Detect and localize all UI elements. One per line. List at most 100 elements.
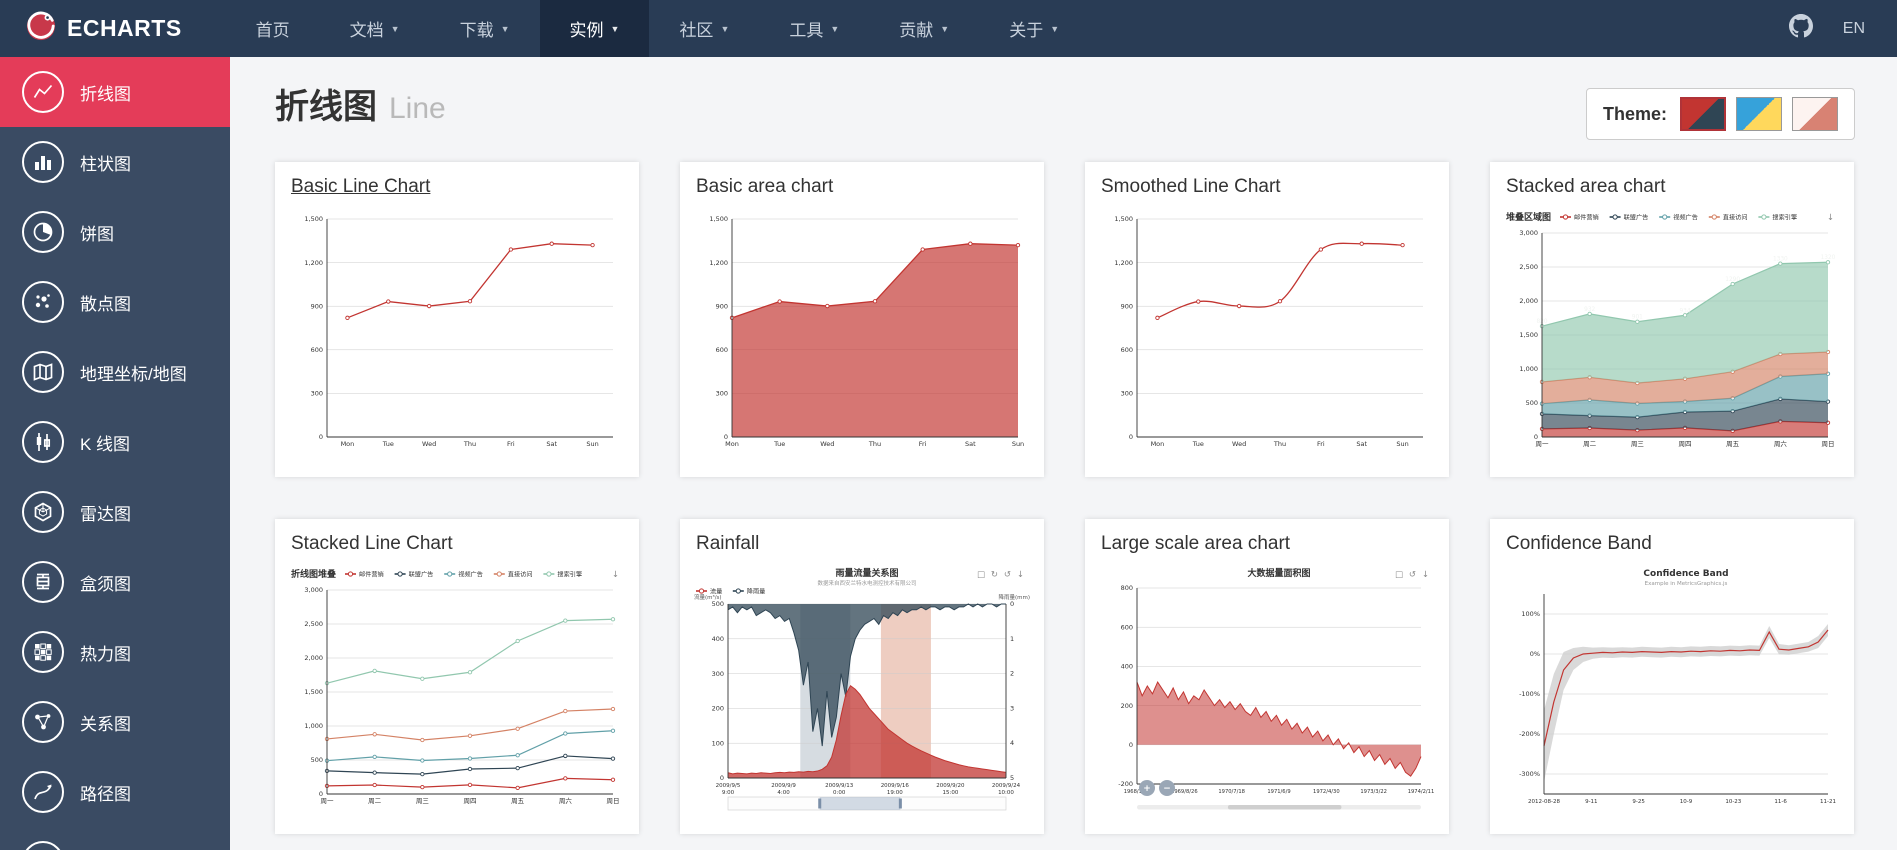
chevron-down-icon: ▼ <box>610 23 620 34</box>
chevron-down-icon: ▼ <box>390 23 400 34</box>
sidebar-item-candlestick[interactable]: K 线图 <box>0 407 230 477</box>
echarts-logo-text: ECHARTS <box>67 15 182 41</box>
svg-text:Tue: Tue <box>1192 440 1204 448</box>
svg-text:500: 500 <box>1526 399 1538 407</box>
svg-text:直接访问: 直接访问 <box>1723 213 1748 221</box>
svg-text:0: 0 <box>1010 600 1014 608</box>
example-card-basic-line-chart[interactable]: Basic Line Chart 0 300 600 900 1,200 1,500 Mon T… <box>275 162 639 477</box>
svg-text:周五: 周五 <box>1726 440 1740 448</box>
example-link-basic-area-chart[interactable]: Basic area chart <box>696 176 834 197</box>
nav-item-contribute[interactable]: 贡献 ▼ <box>869 0 979 57</box>
svg-text:周五: 周五 <box>511 797 525 805</box>
nav-item-community[interactable]: 社区 ▼ <box>649 0 759 57</box>
chevron-down-icon: ▼ <box>720 23 730 34</box>
svg-text:1,000: 1,000 <box>1519 365 1538 373</box>
chart-thumbnail-basic-area-chart[interactable]: 0 300 600 900 1,200 1,500 Mon Tue Wed Thu Fri Sat Su… <box>692 207 1032 457</box>
svg-text:Mon: Mon <box>1151 440 1165 448</box>
svg-text:Sat: Sat <box>965 440 976 448</box>
sidebar-item-label: 柱状图 <box>80 154 131 174</box>
chart-thumbnail-smoothed-line-chart[interactable]: 0 300 600 900 1,200 1,500 Mon Tue Wed Thu Fri Sat Su… <box>1097 207 1437 457</box>
svg-text:Sun: Sun <box>1012 440 1024 448</box>
sidebar-item-boxplot[interactable]: 盒须图 <box>0 547 230 617</box>
scatter-chart-icon <box>22 281 64 323</box>
svg-text:1969/8/26: 1969/8/26 <box>1171 789 1198 795</box>
svg-text:1,500: 1,500 <box>1114 215 1133 223</box>
sidebar-item-scatter[interactable]: 散点图 <box>0 267 230 337</box>
example-link-stacked-line-chart[interactable]: Stacked Line Chart <box>291 533 453 554</box>
nav-item-download[interactable]: 下载 ▼ <box>430 0 540 57</box>
svg-text:↻: ↻ <box>991 570 998 580</box>
example-card-confidence-band[interactable]: Confidence Band 100% 0% -100% -200% -300% 2012… <box>1490 519 1854 834</box>
svg-text:600: 600 <box>1121 623 1133 631</box>
svg-text:↺: ↺ <box>1409 570 1416 580</box>
sidebar-item-line[interactable]: 折线图 <box>0 57 230 127</box>
example-link-large-scale-area-chart[interactable]: Large scale area chart <box>1101 533 1291 554</box>
svg-text:Example in MetricsGraphics.js: Example in MetricsGraphics.js <box>1645 581 1728 587</box>
sidebar-item-graph[interactable]: 关系图 <box>0 687 230 757</box>
svg-text:Wed: Wed <box>820 440 834 448</box>
nav-item-label: 下载 <box>459 21 494 40</box>
example-link-smoothed-line-chart[interactable]: Smoothed Line Chart <box>1101 176 1281 197</box>
nav-item-docs[interactable]: 文档 ▼ <box>320 0 430 57</box>
example-link-rainfall[interactable]: Rainfall <box>696 533 760 554</box>
sidebar-item-label: 热力图 <box>80 644 131 664</box>
sidebar-item-pie[interactable]: 饼图 <box>0 197 230 267</box>
language-switch[interactable]: EN <box>1842 19 1865 37</box>
sidebar-item-partial[interactable] <box>0 827 230 850</box>
sidebar-item-map[interactable]: 地理坐标/地图 <box>0 337 230 407</box>
svg-text:Confidence Band: Confidence Band <box>1643 569 1728 579</box>
sidebar-item-radar[interactable]: 雷达图 <box>0 477 230 547</box>
page-title: 折线图 Line <box>275 87 1857 129</box>
chart-thumbnail-stacked-area-chart[interactable]: 05001,0001,5002,0002,5003,00082093290193… <box>1502 207 1842 457</box>
sidebar-item-label: 散点图 <box>80 294 131 314</box>
svg-text:Thu: Thu <box>1273 440 1286 448</box>
theme-swatch-2[interactable] <box>1736 97 1782 131</box>
example-card-basic-area-chart[interactable]: Basic area chart 0 300 600 900 1,200 1,500 Mon T… <box>680 162 1044 477</box>
nav-item-home[interactable]: 首页 <box>226 0 320 57</box>
line-chart-icon <box>22 71 64 113</box>
svg-text:↺: ↺ <box>1004 570 1011 580</box>
svg-text:900: 900 <box>311 302 323 310</box>
svg-text:2,500: 2,500 <box>304 620 323 628</box>
chart-thumbnail-rainfall[interactable]: 0 100 200 300 400 500 0 1 2 3 4 5 2009/9/59:00 2009/9… <box>692 564 1032 814</box>
svg-text:400: 400 <box>1121 663 1133 671</box>
github-icon <box>1788 14 1813 43</box>
chart-thumbnail-large-scale-area-chart[interactable]: -200 0 200 400 600 800 1968/10/4 1969/8/26 1970/… <box>1097 564 1437 814</box>
sidebar-item-lines[interactable]: 路径图 <box>0 757 230 827</box>
svg-text:600: 600 <box>716 346 728 354</box>
chart-thumbnail-confidence-band[interactable]: 100% 0% -100% -200% -300% 2012-08-28 9-11 9-25 1… <box>1502 564 1842 814</box>
nav-item-about[interactable]: 关于 ▼ <box>979 0 1089 57</box>
example-card-stacked-area-chart[interactable]: Stacked area chart 0 500 1,000 1,500 2,000 2,5… <box>1490 162 1854 477</box>
example-link-basic-line-chart[interactable]: Basic Line Chart <box>291 176 431 197</box>
example-card-stacked-line-chart[interactable]: Stacked Line Chart 0 500 1,000 1,500 2,000 2,5… <box>275 519 639 834</box>
heatmap-icon <box>22 631 64 673</box>
nav-item-examples[interactable]: 实例 ▼ <box>539 0 650 57</box>
example-card-smoothed-line-chart[interactable]: Smoothed Line Chart 0 300 600 900 1,200 1,500 M… <box>1085 162 1449 477</box>
svg-text:600: 600 <box>311 346 323 354</box>
chart-thumbnail-stacked-line-chart[interactable]: 0 500 1,000 1,500 2,000 2,500 3,000 周一 周二 周三 周四 周五 周… <box>287 564 627 814</box>
sidebar-item-bar[interactable]: 柱状图 <box>0 127 230 197</box>
example-link-confidence-band[interactable]: Confidence Band <box>1506 533 1652 554</box>
nav-item-label: 关于 <box>1009 21 1044 40</box>
example-link-stacked-area-chart[interactable]: Stacked area chart <box>1506 176 1666 197</box>
chart-thumbnail-basic-line-chart[interactable]: 0 300 600 900 1,200 1,500 Mon Tue Wed Thu Fri Sat Su… <box>287 207 627 457</box>
svg-text:5: 5 <box>1010 774 1014 782</box>
svg-text:大数据量面积图: 大数据量面积图 <box>1247 567 1310 579</box>
svg-text:Fri: Fri <box>1317 440 1325 448</box>
svg-text:10:00: 10:00 <box>998 790 1014 796</box>
theme-swatch-1[interactable] <box>1680 97 1726 131</box>
github-link[interactable] <box>1788 14 1813 43</box>
main-content: 折线图 Line Theme: Basic Line Chart 0 300 600 90… <box>230 0 1897 850</box>
svg-text:邮件营销: 邮件营销 <box>1574 213 1599 221</box>
theme-swatch-3[interactable] <box>1792 97 1838 131</box>
svg-text:2009/9/20: 2009/9/20 <box>936 783 965 789</box>
svg-text:3,000: 3,000 <box>304 586 323 594</box>
sidebar-item-heatmap[interactable]: 热力图 <box>0 617 230 687</box>
example-card-rainfall[interactable]: Rainfall 0 100 200 300 400 500 0 1 2 3 4 5 2009/9/5 9:… <box>680 519 1044 834</box>
svg-text:周六: 周六 <box>559 796 573 805</box>
nav-item-tools[interactable]: 工具 ▼ <box>759 0 869 57</box>
svg-text:2,000: 2,000 <box>1519 297 1538 305</box>
svg-text:1,200: 1,200 <box>709 259 728 267</box>
example-card-large-scale-area-chart[interactable]: Large scale area chart -200 0 200 400 600 800 1… <box>1085 519 1449 834</box>
echarts-logo[interactable]: ECHARTS <box>0 11 208 46</box>
